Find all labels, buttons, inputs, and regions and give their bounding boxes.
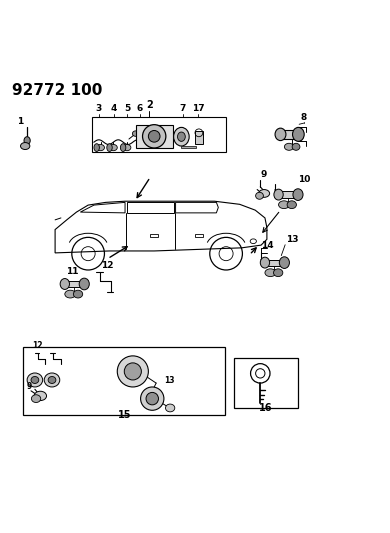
Text: 7: 7 <box>179 104 186 113</box>
Ellipse shape <box>44 373 60 387</box>
Ellipse shape <box>274 189 283 200</box>
Ellipse shape <box>148 131 160 142</box>
Ellipse shape <box>293 189 303 200</box>
Ellipse shape <box>34 391 46 401</box>
Ellipse shape <box>27 373 43 387</box>
Ellipse shape <box>145 389 155 397</box>
Ellipse shape <box>260 257 269 268</box>
Ellipse shape <box>292 143 300 150</box>
Bar <box>23 347 225 415</box>
Bar <box>65 281 83 287</box>
Text: 11: 11 <box>66 267 79 276</box>
Ellipse shape <box>31 376 39 383</box>
Ellipse shape <box>31 395 41 402</box>
Ellipse shape <box>292 127 304 141</box>
Text: 15: 15 <box>117 410 131 419</box>
Text: 6: 6 <box>136 104 143 113</box>
Bar <box>265 260 284 266</box>
Text: 8: 8 <box>301 113 307 122</box>
Ellipse shape <box>110 144 117 151</box>
Bar <box>278 191 297 198</box>
Ellipse shape <box>275 128 286 141</box>
Ellipse shape <box>140 387 164 410</box>
Ellipse shape <box>265 269 276 277</box>
Bar <box>195 131 203 144</box>
Text: 92772 100: 92772 100 <box>12 83 103 98</box>
Ellipse shape <box>60 279 69 289</box>
Ellipse shape <box>146 392 158 405</box>
Text: 13: 13 <box>164 376 174 385</box>
Ellipse shape <box>123 144 131 151</box>
Ellipse shape <box>24 136 30 144</box>
Ellipse shape <box>133 131 139 136</box>
Text: 13: 13 <box>286 235 299 244</box>
Bar <box>92 117 226 152</box>
Bar <box>150 234 158 237</box>
Ellipse shape <box>94 144 99 151</box>
Bar <box>234 358 298 408</box>
Ellipse shape <box>278 201 289 208</box>
Text: 9: 9 <box>27 382 32 391</box>
Ellipse shape <box>284 143 294 150</box>
Ellipse shape <box>165 404 175 412</box>
Ellipse shape <box>21 142 30 150</box>
Text: 17: 17 <box>192 104 204 113</box>
Ellipse shape <box>174 127 189 146</box>
Text: 2: 2 <box>146 100 152 110</box>
Ellipse shape <box>79 278 89 290</box>
Ellipse shape <box>279 257 289 269</box>
Ellipse shape <box>97 144 105 151</box>
Text: 12: 12 <box>101 261 114 270</box>
Text: 12: 12 <box>32 341 42 350</box>
Ellipse shape <box>117 356 148 387</box>
Ellipse shape <box>273 269 283 277</box>
Bar <box>136 125 173 148</box>
Ellipse shape <box>259 190 269 197</box>
Ellipse shape <box>255 192 263 199</box>
Text: 14: 14 <box>261 241 274 250</box>
Ellipse shape <box>107 144 112 151</box>
Text: 1: 1 <box>17 117 23 126</box>
Ellipse shape <box>121 144 126 151</box>
Text: 16: 16 <box>259 403 273 413</box>
Text: 9: 9 <box>261 170 268 179</box>
Ellipse shape <box>48 376 56 383</box>
Ellipse shape <box>124 363 141 380</box>
Bar <box>181 146 196 148</box>
Text: 4: 4 <box>111 104 117 113</box>
Ellipse shape <box>65 290 76 298</box>
Ellipse shape <box>142 125 166 148</box>
Text: 10: 10 <box>298 175 310 184</box>
Ellipse shape <box>73 290 83 298</box>
Bar <box>195 234 203 237</box>
Ellipse shape <box>177 132 185 141</box>
Text: 5: 5 <box>124 104 130 113</box>
Ellipse shape <box>287 201 296 208</box>
Text: 3: 3 <box>96 104 102 113</box>
Bar <box>280 130 298 139</box>
